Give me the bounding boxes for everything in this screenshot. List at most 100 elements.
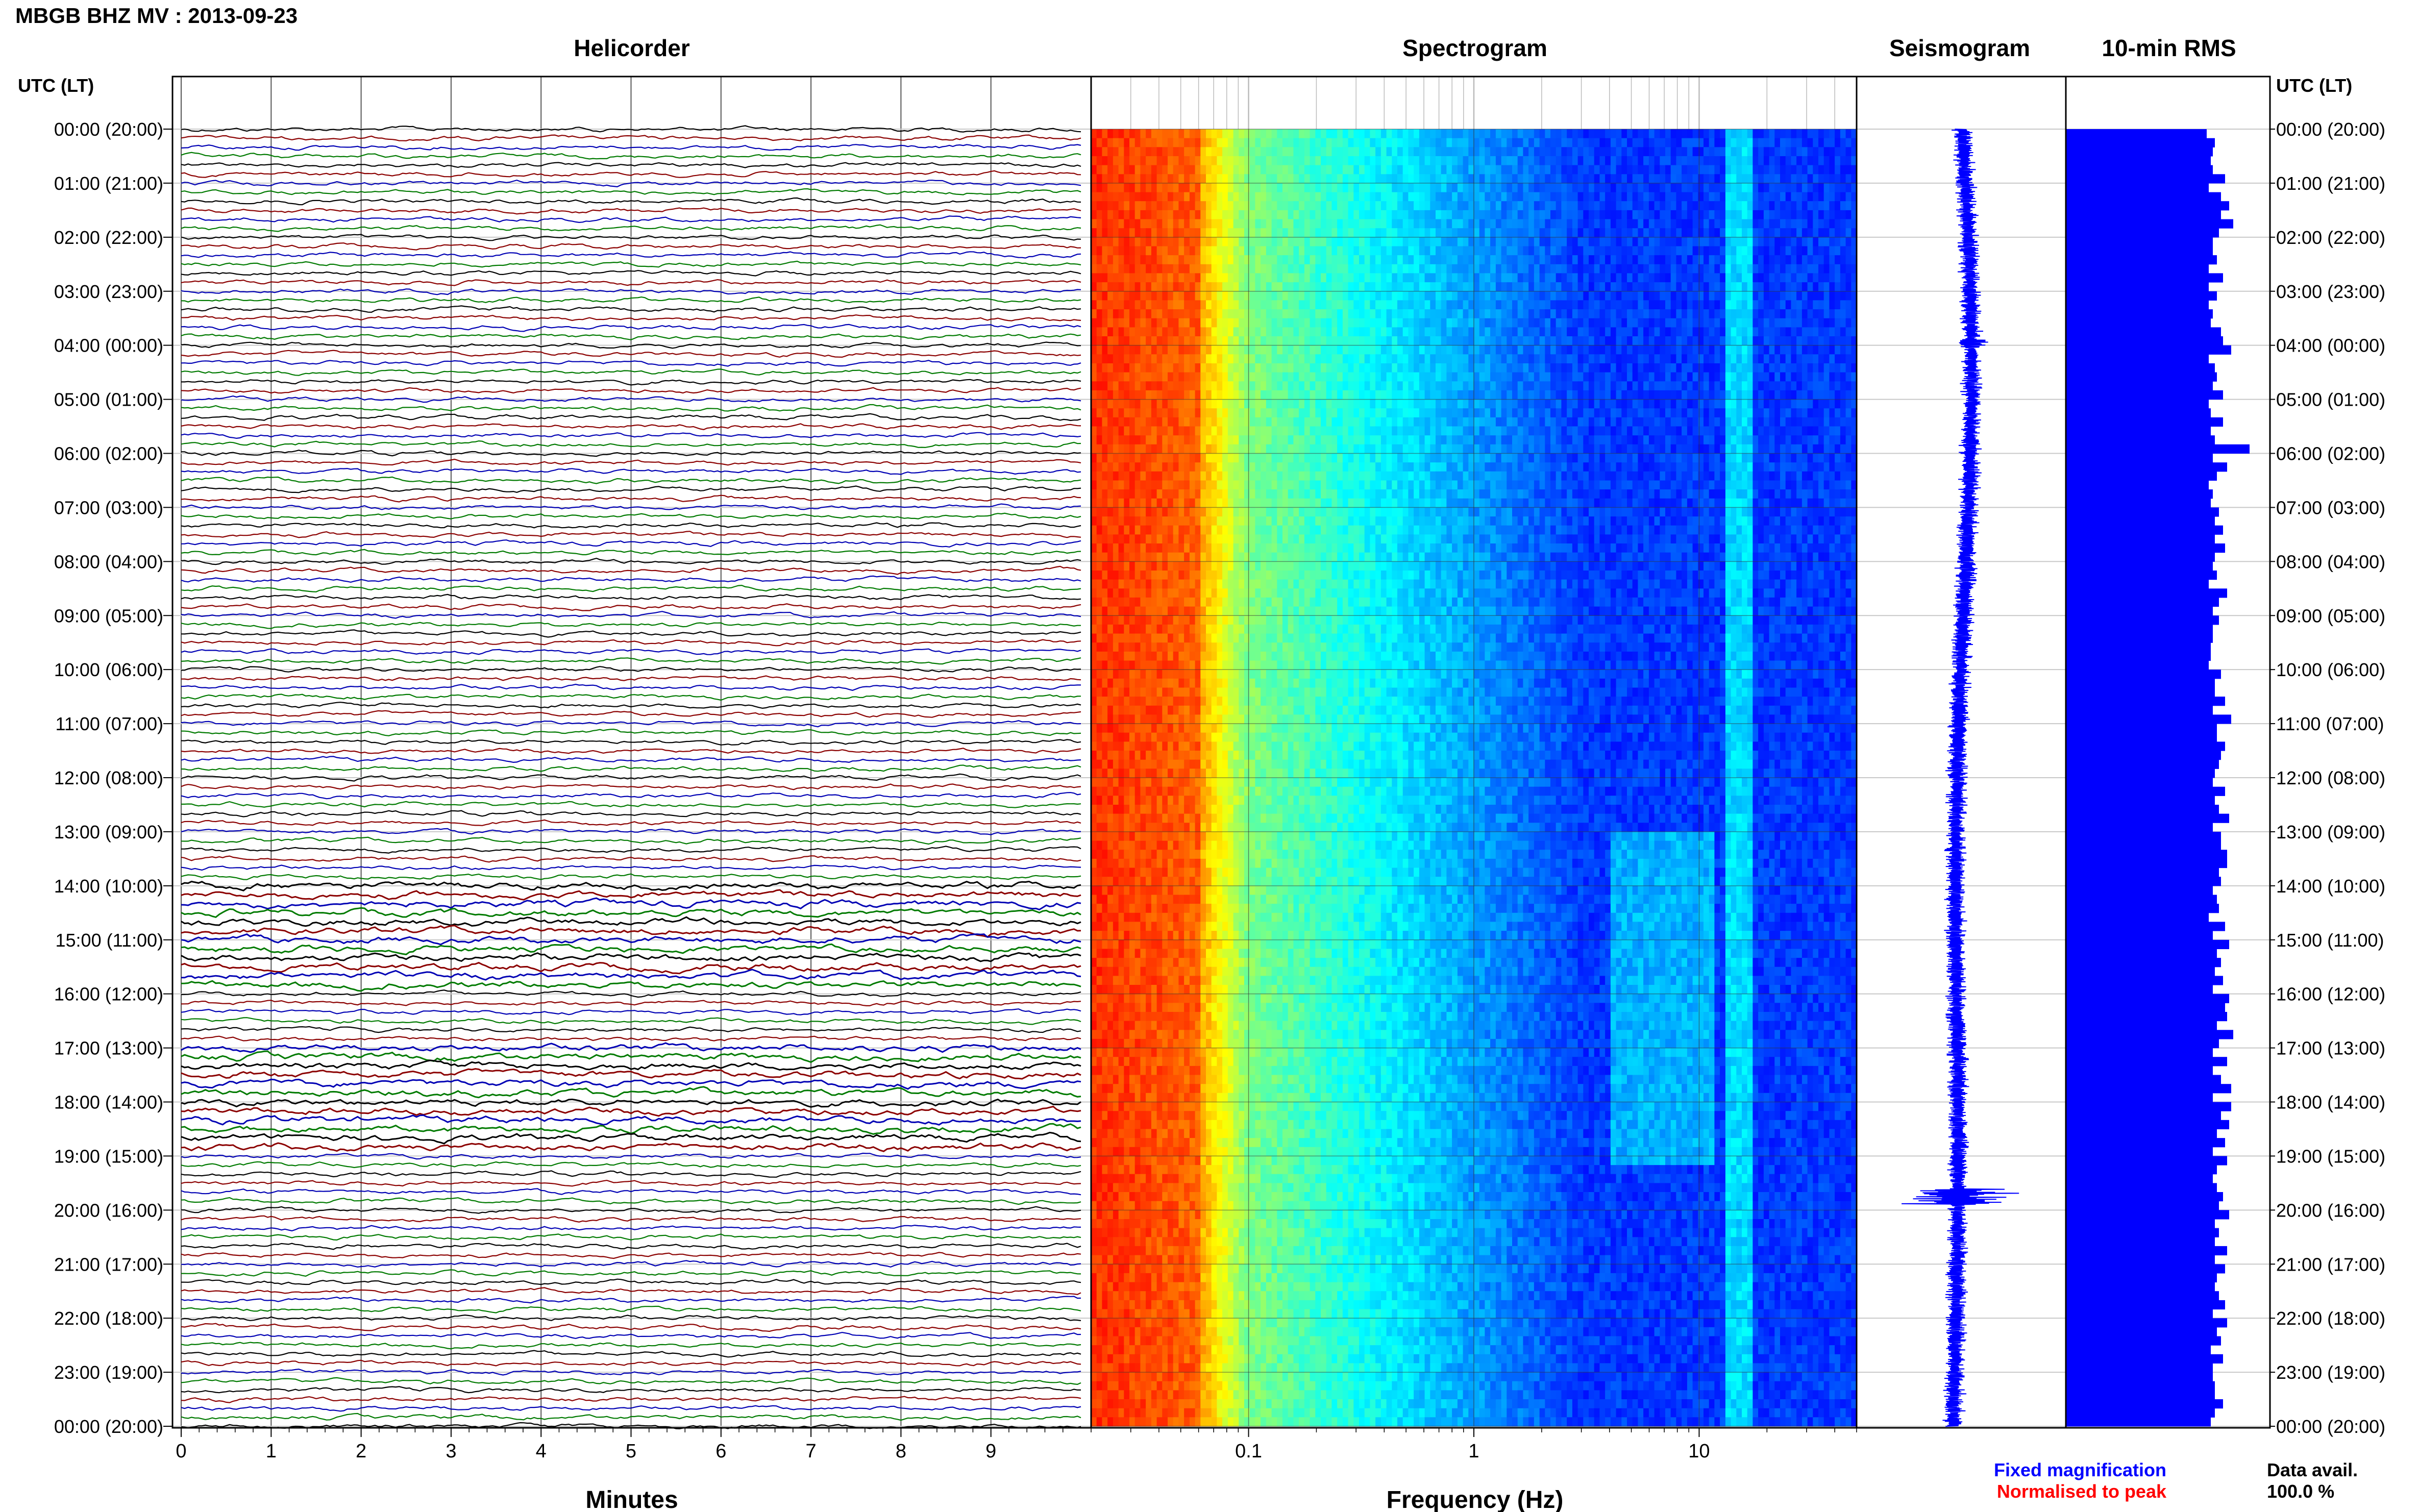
spectrogram-cell [1550, 192, 1556, 202]
spectrogram-cell [1414, 427, 1419, 436]
spectrogram-cell [1545, 201, 1550, 210]
spectrogram-cell [1365, 228, 1370, 237]
spectrogram-cell [1616, 246, 1622, 256]
spectrogram-cell [1304, 282, 1310, 291]
spectrogram-cell [1643, 192, 1649, 202]
spectrogram-cell [1764, 147, 1769, 156]
spectrogram-cell [1764, 327, 1769, 336]
spectrogram-cell [1589, 435, 1594, 444]
spectrogram-cell [1704, 381, 1709, 390]
spectrogram-cell [1736, 363, 1742, 373]
spectrogram-cell [1829, 138, 1835, 147]
spectrogram-cell [1676, 201, 1682, 210]
spectrogram-cell [1578, 354, 1584, 363]
spectrogram-cell [1633, 273, 1638, 282]
spectrogram-cell [1146, 219, 1151, 229]
spectrogram-cell [1774, 318, 1780, 328]
spectrogram-cell [1769, 228, 1775, 237]
spectrogram-cell [1665, 192, 1671, 202]
spectrogram-cell [1403, 381, 1409, 390]
spectrogram-cell [1676, 183, 1682, 192]
spectrogram-cell [1599, 373, 1605, 382]
spectrogram-cell [1693, 318, 1698, 328]
spectrogram-cell [1119, 201, 1124, 210]
spectrogram-cell [1813, 237, 1818, 246]
spectrogram-cell [1414, 273, 1419, 282]
spectrogram-cell [1326, 400, 1332, 409]
spectrogram-cell [1321, 147, 1326, 156]
spectrogram-cell [1501, 373, 1507, 382]
spectrogram-cell [1277, 138, 1282, 147]
spectrogram-cell [1348, 192, 1354, 202]
spectrogram-cell [1479, 156, 1485, 165]
spectrogram-cell [1550, 373, 1556, 382]
spectrogram-cell [1353, 273, 1359, 282]
spectrogram-cell [1217, 318, 1222, 328]
spectrogram-cell [1206, 417, 1212, 427]
spectrogram-cell [1780, 427, 1786, 436]
spectrogram-cell [1589, 147, 1594, 156]
spectrogram-cell [1315, 408, 1321, 417]
spectrogram-cell [1835, 219, 1840, 229]
spectrogram-cell [1752, 400, 1758, 409]
spectrogram-cell [1353, 237, 1359, 246]
spectrogram-cell [1436, 373, 1441, 382]
spectrogram-cell [1780, 129, 1786, 138]
spectrogram-cell [1545, 336, 1550, 345]
spectrogram-cell [1168, 210, 1173, 219]
spectrogram-cell [1752, 318, 1758, 328]
spectrogram-cell [1365, 354, 1370, 363]
spectrogram-cell [1764, 255, 1769, 264]
spectrogram-cell [1802, 291, 1808, 301]
spectrogram-cell [1190, 318, 1195, 328]
spectrogram-cell [1474, 219, 1479, 229]
spectrogram-cell [1107, 273, 1113, 282]
spectrogram-cell [1589, 300, 1594, 309]
spectrogram-cell [1321, 264, 1326, 274]
spectrogram-cell [1463, 300, 1469, 309]
spectrogram-cell [1518, 282, 1523, 291]
spectrogram-cell [1736, 237, 1742, 246]
spectrogram-cell [1228, 228, 1233, 237]
spectrogram-cell [1578, 183, 1584, 192]
spectrogram-cell [1523, 373, 1528, 382]
spectrogram-cell [1616, 318, 1622, 328]
spectrogram-cell [1261, 417, 1266, 427]
spectrogram-cell [1113, 138, 1119, 147]
spectrogram-cell [1315, 417, 1321, 427]
spectrogram-cell [1102, 147, 1107, 156]
spectrogram-cell [1736, 255, 1742, 264]
spectrogram-cell [1408, 129, 1414, 138]
spectrogram-cell [1660, 273, 1665, 282]
spectrogram-cell [1195, 201, 1201, 210]
spectrogram-cell [1687, 327, 1693, 336]
spectrogram-cell [1490, 408, 1496, 417]
spectrogram-cell [1375, 309, 1381, 318]
spectrogram-cell [1119, 138, 1124, 147]
spectrogram-cell [1616, 219, 1622, 229]
spectrogram-cell [1212, 129, 1217, 138]
spectrogram-cell [1200, 219, 1206, 229]
spectrogram-cell [1599, 264, 1605, 274]
spectrogram-cell [1496, 165, 1501, 175]
spectrogram-cell [1206, 309, 1212, 318]
spectrogram-cell [1611, 174, 1616, 183]
spectrogram-cell [1331, 363, 1337, 373]
spectrogram-cell [1545, 390, 1550, 400]
spectrogram-cell [1414, 327, 1419, 336]
spectrogram-cell [1774, 201, 1780, 210]
spectrogram-cell [1397, 390, 1403, 400]
spectrogram-cell [1129, 390, 1135, 400]
spectrogram-cell [1359, 255, 1365, 264]
spectrogram-cell [1655, 417, 1660, 427]
spectrogram-cell [1414, 147, 1419, 156]
spectrogram-cell [1107, 354, 1113, 363]
spectrogram-cell [1490, 318, 1496, 328]
spectrogram-cell [1747, 147, 1753, 156]
spectrogram-cell [1835, 165, 1840, 175]
spectrogram-cell [1676, 345, 1682, 355]
spectrogram-cell [1742, 210, 1747, 219]
spectrogram-cell [1097, 408, 1102, 417]
spectrogram-cell [1780, 255, 1786, 264]
spectrogram-cell [1107, 435, 1113, 444]
